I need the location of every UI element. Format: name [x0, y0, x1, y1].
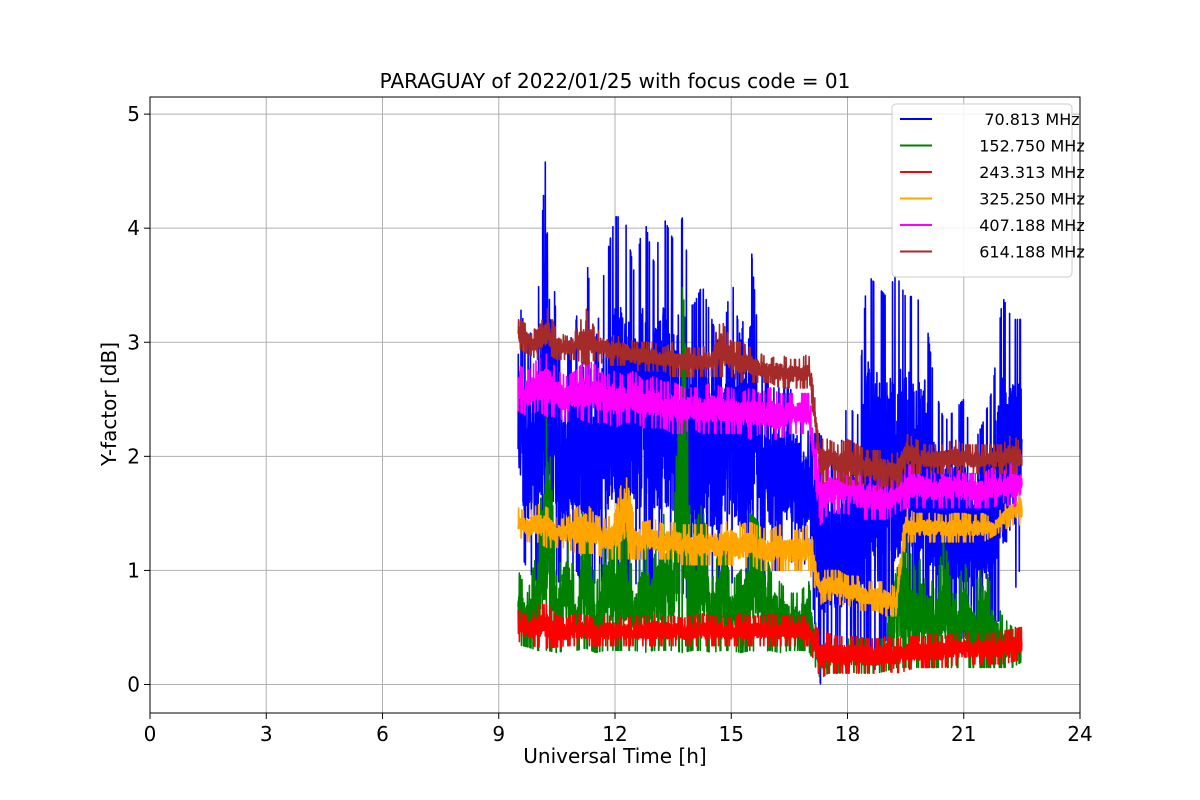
y-axis-label: Y-factor [dB] [97, 342, 121, 467]
series-line [517, 286, 1023, 678]
series-line [517, 603, 1023, 678]
chart-title: PARAGUAY of 2022/01/25 with focus code =… [380, 69, 851, 93]
legend-label: 325.250 MHz [979, 190, 1084, 209]
legend-box [891, 103, 1073, 278]
legend: 70.813 MHz 152.750 MHz 243.313 MHz 325.250 … [891, 103, 1085, 278]
x-tick-label: 12 [602, 722, 627, 746]
series-group [517, 161, 1023, 685]
x-tick-label: 24 [1067, 722, 1092, 746]
y-tick-label: 5 [127, 102, 140, 126]
y-tick-label: 4 [127, 216, 140, 240]
legend-label: 614.188 MHz [979, 243, 1084, 262]
y-tick-label: 0 [127, 672, 140, 696]
series-line [517, 308, 1023, 491]
y-tick-label: 3 [127, 330, 140, 354]
series-line [517, 353, 1023, 526]
x-tick-label: 21 [951, 722, 976, 746]
x-tick-label: 15 [719, 722, 744, 746]
series-line [517, 477, 1023, 617]
legend-label: 243.313 MHz [979, 163, 1084, 182]
x-tick-label: 3 [260, 722, 273, 746]
legend-label: 70.813 MHz [984, 110, 1079, 129]
x-axis-label: Universal Time [h] [523, 744, 706, 768]
x-tick-label: 6 [376, 722, 389, 746]
x-tick-label: 9 [492, 722, 505, 746]
x-tick-label: 0 [144, 722, 157, 746]
x-tick-label: 18 [835, 722, 860, 746]
legend-label: 152.750 MHz [979, 137, 1084, 156]
legend-label: 407.188 MHz [979, 216, 1084, 235]
y-tick-label: 1 [127, 558, 140, 582]
y-tick-label: 2 [127, 444, 140, 468]
